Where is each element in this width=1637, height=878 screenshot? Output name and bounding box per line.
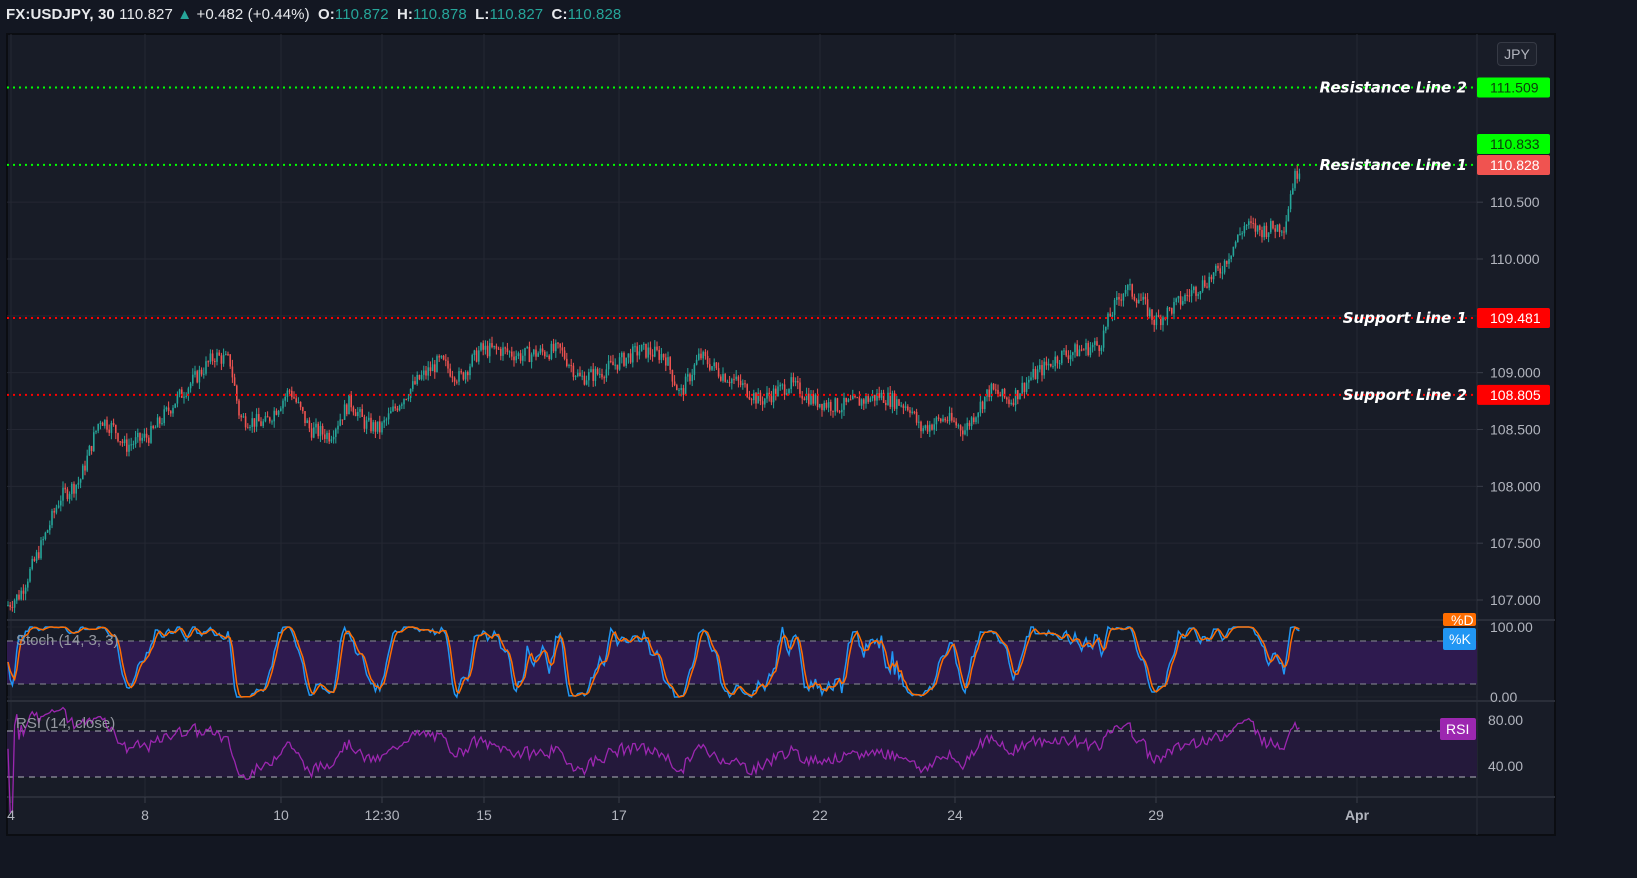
high-label: H: xyxy=(396,6,413,23)
time-tick: 29 xyxy=(1148,807,1164,823)
open-value: 110.872 xyxy=(334,6,389,23)
line-price-tag-0 xyxy=(1477,77,1550,98)
stoch-k-label: %K xyxy=(1449,631,1471,647)
line-label-3[interactable]: Support Line 2 xyxy=(1343,386,1467,404)
time-tick: Apr xyxy=(1345,807,1370,823)
line-price-tag-3 xyxy=(1477,384,1550,405)
price-tick: 109.000 xyxy=(1490,365,1541,381)
line-label-1[interactable]: Resistance Line 1 xyxy=(1320,156,1467,174)
price-change: +0.482 (+0.44%) xyxy=(196,6,310,23)
line-label-0[interactable]: Resistance Line 2 xyxy=(1320,78,1467,96)
rsi-band xyxy=(7,731,1477,777)
rsi-axis-40: 40.00 xyxy=(1488,758,1523,774)
time-tick: 24 xyxy=(947,807,963,823)
line-label-2[interactable]: Support Line 1 xyxy=(1343,309,1467,327)
time-tick: 8 xyxy=(141,807,149,823)
stoch-d-tag xyxy=(1443,613,1476,626)
last-price: 110.827 xyxy=(119,6,173,23)
symbol-header: FX:USDJPY, 30 110.827 ▲ +0.482 (+0.44%) … xyxy=(6,6,621,28)
stochastic-lines xyxy=(7,625,1300,699)
stoch-axis-0: 0.00 xyxy=(1490,689,1517,705)
up-arrow-icon: ▲ xyxy=(177,6,193,23)
line-price-tag-1 xyxy=(1477,155,1550,175)
line-price-text-1: 110.828 xyxy=(1490,157,1540,173)
chart-frame xyxy=(6,33,1556,836)
price-tick: 107.500 xyxy=(1490,535,1541,551)
close-value: 110.828 xyxy=(567,6,622,23)
stoch-band xyxy=(7,641,1477,684)
candlestick-series[interactable] xyxy=(7,164,1301,614)
rsi-line xyxy=(7,706,1300,813)
open-label: O: xyxy=(317,6,335,23)
price-tick: 108.000 xyxy=(1490,478,1541,494)
stoch-title[interactable]: Stoch (14, 3, 3) xyxy=(16,632,119,649)
time-tick: 22 xyxy=(812,807,828,823)
support-resistance-lines[interactable]: Resistance Line 2 111.509 Resistance Line … xyxy=(7,77,1550,405)
low-value: 110.827 xyxy=(489,6,544,23)
high-value: 110.878 xyxy=(412,6,467,23)
low-label: L: xyxy=(475,6,490,23)
price-tick: 108.500 xyxy=(1490,422,1541,438)
price-axis[interactable]: 110.500 110.000 109.000 108.500 108.000 107.5… xyxy=(1477,194,1541,608)
time-tick: 4 xyxy=(7,807,15,823)
stoch-k-tag xyxy=(1443,628,1476,650)
line-price-tag-2 xyxy=(1477,307,1550,328)
time-tick: 12:30 xyxy=(364,807,399,823)
high-price-tag xyxy=(1477,134,1550,154)
time-tick: 15 xyxy=(476,807,492,823)
time-tick: 10 xyxy=(273,807,289,823)
line-price-text-0: 111.509 xyxy=(1490,79,1539,95)
line-price-text-3: 108.805 xyxy=(1490,387,1541,403)
rsi-title[interactable]: RSI (14, close) xyxy=(16,715,115,732)
currency-button[interactable]: JPY xyxy=(1497,42,1537,66)
rsi-axis-80: 80.00 xyxy=(1488,712,1523,728)
rsi-tag xyxy=(1440,718,1476,740)
stoch-axis-100: 100.00 xyxy=(1490,619,1533,635)
time-tick: 17 xyxy=(611,807,627,823)
price-tick: 107.000 xyxy=(1490,592,1541,608)
price-tick: 110.000 xyxy=(1490,251,1540,267)
high-price-text: 110.833 xyxy=(1490,136,1540,152)
time-axis[interactable]: 4 8 10 12:30 15 17 22 24 29 Apr xyxy=(7,797,1370,823)
rsi-tag-label: RSI xyxy=(1446,721,1469,737)
stoch-d-label: %D xyxy=(1451,612,1474,628)
price-tick: 110.500 xyxy=(1490,194,1540,210)
line-price-text-2: 109.481 xyxy=(1490,310,1541,326)
close-label: C: xyxy=(551,6,568,23)
symbol-name[interactable]: FX:USDJPY, 30 xyxy=(6,6,115,23)
